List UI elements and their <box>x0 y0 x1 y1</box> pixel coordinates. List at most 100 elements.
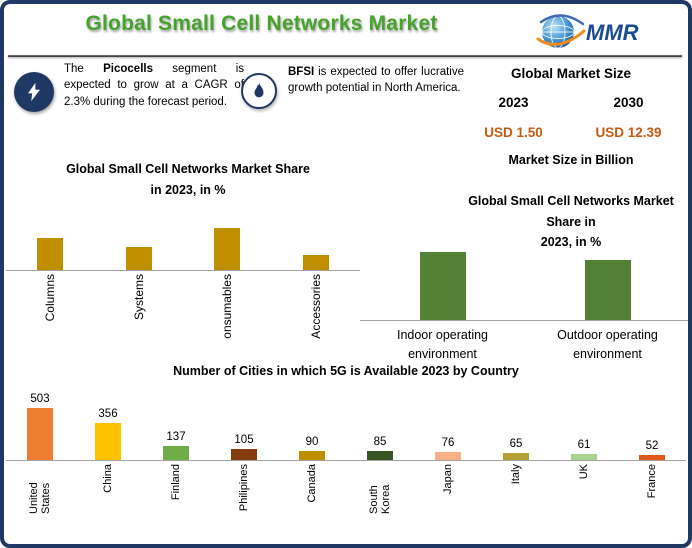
category-label-text: France <box>646 464 658 499</box>
bar-value-label: 137 <box>166 431 186 443</box>
bar-philipines <box>231 449 257 460</box>
bar-china <box>95 423 121 460</box>
market-size-years: 2023 2030 <box>456 95 686 110</box>
bar-united-states <box>27 408 53 460</box>
bar-canada <box>299 451 325 460</box>
bar-slot: 137 <box>142 431 210 460</box>
category-label: Japan <box>414 461 482 514</box>
bar-slot <box>6 238 95 270</box>
left-chart-title-line2: in 2023, in % <box>150 183 226 198</box>
chart-plot-area <box>6 216 360 271</box>
bar-finland <box>163 446 189 460</box>
callout-text-segment: is expected to offer lucrative growth po… <box>288 66 464 95</box>
bar-slot <box>183 228 272 270</box>
title-divider <box>8 55 682 57</box>
bar-value-label: 52 <box>645 440 659 452</box>
right-chart-title: Global Small Cell Networks Market Share … <box>452 191 688 253</box>
bar-systems <box>125 247 152 270</box>
bar-columns <box>37 238 64 270</box>
category-label-text: Systems <box>131 274 146 321</box>
market-size-values: USD 1.50 USD 12.39 <box>456 125 686 140</box>
page-title: Global Small Cell Networks Market <box>85 12 438 35</box>
bar-slot <box>272 255 361 270</box>
chart-plot-area <box>360 252 688 321</box>
bar-value-label: 105 <box>234 434 254 446</box>
logo-swoosh-orange <box>536 29 586 46</box>
value-2023: USD 1.50 <box>484 125 543 140</box>
right-chart-title-line1: Global Small Cell Networks Market Share … <box>468 194 674 229</box>
operating-environment-chart: Indoor operating environment Outdoor oper… <box>360 252 688 364</box>
left-chart-title: Global Small Cell Networks Market Share … <box>18 159 358 202</box>
logo-swoosh-blue <box>539 14 585 26</box>
bar-slot <box>360 252 525 320</box>
bar-slot: 52 <box>618 440 686 460</box>
category-label-text: Indoor operating environment <box>396 328 489 361</box>
year-2030: 2030 <box>613 95 644 110</box>
bar-value-label: 76 <box>441 437 455 449</box>
bar-japan <box>435 452 461 460</box>
category-label-text: UK <box>578 464 590 480</box>
category-label: UK <box>550 461 618 514</box>
category-label-text: Italy <box>510 464 522 485</box>
bar-france <box>639 455 665 460</box>
bar-value-label: 356 <box>98 408 118 420</box>
category-label: Italy <box>482 461 550 514</box>
bar-value-label: 90 <box>305 436 319 448</box>
category-label-text: onsumables <box>220 274 235 339</box>
bar-onsumables <box>214 228 241 270</box>
callout-text-bold: BFSI <box>288 66 315 78</box>
bar-slot <box>525 260 688 320</box>
callout-text-segment: The <box>64 63 104 75</box>
chart-category-labels: United States China Finland Philipines Canad… <box>6 461 686 514</box>
category-label: Philipines <box>210 461 278 514</box>
logo-text: MMR <box>586 20 639 45</box>
bar-slot: 503 <box>6 393 74 460</box>
chart-category-labels: Indoor operating environment Outdoor oper… <box>360 321 688 364</box>
category-label: Systems <box>95 271 184 339</box>
callout-text-bold: Picocells <box>103 63 153 75</box>
mmr-logo-graphic: MMR <box>536 14 639 49</box>
bar-indoor-operating-environment <box>419 252 466 320</box>
bottom-chart-title: Number of Cities in which 5G is Availabl… <box>173 364 519 378</box>
category-label-text: Philipines <box>238 464 250 512</box>
category-label: France <box>618 461 686 514</box>
market-size-panel: Global Market Size 2023 2030 USD 1.50 US… <box>456 66 686 167</box>
category-label: Accessories <box>272 271 361 339</box>
mmr-logo: MMR <box>534 9 684 60</box>
bar-slot: 356 <box>74 408 142 460</box>
category-label: Outdoor operating environment <box>525 321 688 364</box>
category-label-text: Japan <box>442 464 454 494</box>
category-label: Indoor operating environment <box>360 321 525 364</box>
bar-slot: 85 <box>346 436 414 460</box>
bar-accessories <box>302 255 329 270</box>
category-label-text: United States <box>28 482 52 514</box>
bar-slot: 90 <box>278 436 346 460</box>
bar-slot: 61 <box>550 439 618 460</box>
category-label: United States <box>6 461 74 514</box>
category-label-text: Finland <box>170 464 182 501</box>
category-label: Finland <box>142 461 210 514</box>
category-label: China <box>74 461 142 514</box>
bar-slot: 65 <box>482 438 550 460</box>
category-label: onsumables <box>183 271 272 339</box>
flame-icon <box>241 73 277 109</box>
callout-text-segment: segment is expected to grow at a CAGR of… <box>64 63 245 108</box>
callout-picocells-text: The Picocells segment is expected to gro… <box>64 61 244 110</box>
bar-south-korea <box>367 451 393 460</box>
category-label: Columns <box>6 271 95 339</box>
right-chart-title-line2: 2023, in % <box>540 235 602 250</box>
bar-value-label: 61 <box>577 439 591 451</box>
bar-uk <box>571 454 597 460</box>
year-2023: 2023 <box>498 95 529 110</box>
segment-share-chart: Columns Systems onsumables Accessories <box>6 216 360 339</box>
category-label-text: Canada <box>306 464 318 503</box>
value-2030: USD 12.39 <box>595 125 662 140</box>
left-chart-title-line1: Global Small Cell Networks Market Share <box>66 162 310 176</box>
bar-value-label: 503 <box>30 393 50 405</box>
five-g-cities-chart: 503 356 137 105 90 85 76 65 61 52 United States Ch… <box>6 386 686 514</box>
category-label: South Korea <box>346 461 414 514</box>
chart-plot-area: 503 356 137 105 90 85 76 65 61 52 <box>6 386 686 461</box>
bar-value-label: 65 <box>509 438 523 450</box>
bar-italy <box>503 453 529 460</box>
